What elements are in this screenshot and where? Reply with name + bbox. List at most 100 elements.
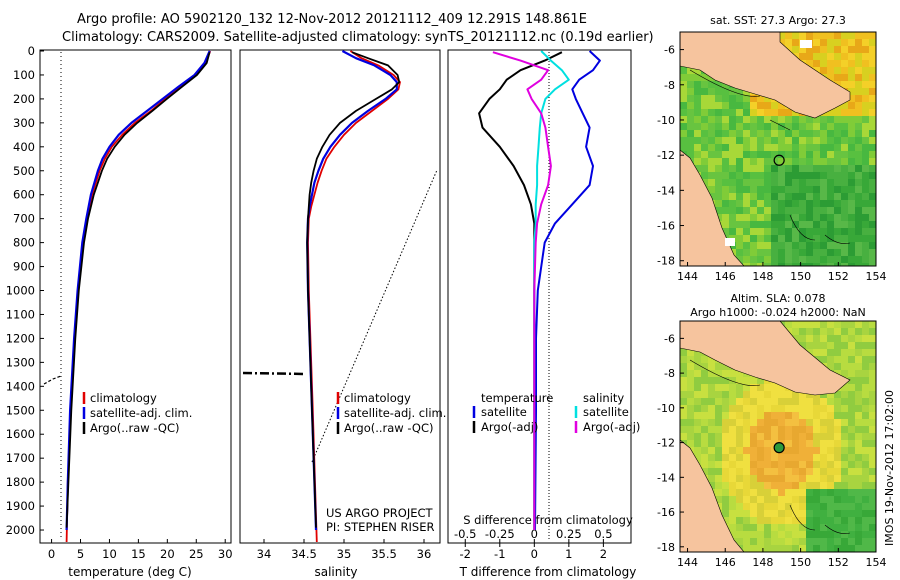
- heat-cell: [729, 377, 736, 384]
- heat-cell: [834, 503, 841, 510]
- heat-cell: [680, 398, 687, 405]
- legend-climatology: climatology: [344, 391, 411, 405]
- heat-cell: [827, 165, 834, 172]
- heat-cell: [834, 363, 841, 370]
- depth-tick-label: 1000: [6, 284, 35, 298]
- heat-cell: [813, 221, 820, 228]
- heat-cell: [834, 524, 841, 531]
- heat-cell: [743, 235, 750, 242]
- heat-cell: [820, 53, 827, 60]
- heat-cell: [848, 377, 855, 384]
- heat-cell: [771, 454, 778, 461]
- heat-cell: [869, 510, 876, 517]
- heat-cell: [848, 228, 855, 235]
- heat-cell: [820, 496, 827, 503]
- heat-cell: [729, 144, 736, 151]
- heat-cell: [799, 447, 806, 454]
- heat-cell: [750, 256, 757, 263]
- heat-cell: [785, 433, 792, 440]
- heat-cell: [813, 116, 820, 123]
- heat-cell: [771, 489, 778, 496]
- heat-cell: [715, 200, 722, 207]
- depth-tick-label: 1800: [6, 475, 35, 489]
- heat-cell: [841, 179, 848, 186]
- heat-cell: [792, 228, 799, 235]
- heat-cell: [750, 207, 757, 214]
- heat-cell: [799, 179, 806, 186]
- heat-cell: [757, 538, 764, 545]
- heat-cell: [799, 454, 806, 461]
- heat-cell: [827, 235, 834, 242]
- heat-cell: [799, 440, 806, 447]
- heat-cell: [764, 461, 771, 468]
- heat-cell: [771, 538, 778, 545]
- heat-cell: [701, 468, 708, 475]
- heat-cell: [750, 249, 757, 256]
- heat-cell: [708, 461, 715, 468]
- heat-cell: [792, 207, 799, 214]
- heat-cell: [743, 531, 750, 538]
- heat-cell: [729, 228, 736, 235]
- temperature-tick-label: 25: [189, 547, 204, 561]
- heat-cell: [820, 419, 827, 426]
- heat-cell: [827, 440, 834, 447]
- heat-cell: [799, 242, 806, 249]
- heat-cell: [743, 482, 750, 489]
- heat-cell: [792, 454, 799, 461]
- heat-cell: [778, 384, 785, 391]
- heat-cell: [869, 144, 876, 151]
- heat-cell: [757, 151, 764, 158]
- heat-cell: [841, 496, 848, 503]
- heat-cell: [771, 405, 778, 412]
- heat-cell: [750, 193, 757, 200]
- heat-cell: [862, 165, 869, 172]
- heat-cell: [708, 179, 715, 186]
- heat-cell: [848, 510, 855, 517]
- heat-cell: [694, 67, 701, 74]
- heat-cell: [869, 151, 876, 158]
- heat-cell: [729, 503, 736, 510]
- depth-tick-label: 1400: [6, 379, 35, 393]
- heat-cell: [743, 454, 750, 461]
- heat-cell: [750, 116, 757, 123]
- heat-cell: [750, 130, 757, 137]
- heat-cell: [750, 412, 757, 419]
- heat-cell: [778, 214, 785, 221]
- heat-cell: [862, 32, 869, 39]
- heat-cell: [750, 503, 757, 510]
- heat-cell: [701, 116, 708, 123]
- heat-cell: [687, 398, 694, 405]
- heat-cell: [680, 433, 687, 440]
- heat-cell: [806, 158, 813, 165]
- heat-cell: [729, 517, 736, 524]
- lat-tick-label: -12: [657, 149, 675, 162]
- heat-cell: [736, 370, 743, 377]
- heat-cell: [820, 256, 827, 263]
- heat-cell: [736, 405, 743, 412]
- heat-cell: [792, 46, 799, 53]
- heat-cell: [750, 123, 757, 130]
- heat-cell: [792, 482, 799, 489]
- heat-cell: [701, 356, 708, 363]
- heat-cell: [834, 109, 841, 116]
- heat-cell: [869, 384, 876, 391]
- heat-cell: [799, 116, 806, 123]
- heat-cell: [778, 109, 785, 116]
- heat-cell: [848, 32, 855, 39]
- heat-cell: [778, 249, 785, 256]
- heat-cell: [792, 200, 799, 207]
- heat-cell: [848, 186, 855, 193]
- heat-cell: [694, 165, 701, 172]
- heat-cell: [862, 263, 869, 266]
- heat-cell: [694, 81, 701, 88]
- depth-tick-label: 400: [13, 140, 35, 154]
- heat-cell: [862, 81, 869, 88]
- heat-cell: [862, 53, 869, 60]
- heat-cell: [743, 95, 750, 102]
- heat-cell: [729, 447, 736, 454]
- heat-cell: [841, 545, 848, 552]
- heat-cell: [785, 496, 792, 503]
- heat-cell: [855, 39, 862, 46]
- heat-cell: [729, 475, 736, 482]
